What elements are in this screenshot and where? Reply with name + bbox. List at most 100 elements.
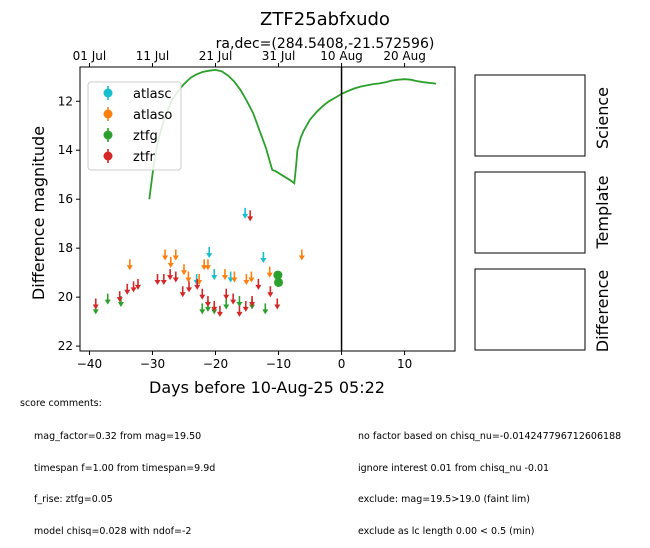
- ztfr-upper-limit: [124, 289, 131, 295]
- ztfg-upper-limit: [199, 309, 206, 315]
- difference-thumbnail: [474, 268, 586, 351]
- ztfr-upper-limit: [236, 311, 243, 317]
- atlasc-upper-limit: [260, 257, 267, 263]
- figure-subtitle: ra,dec=(284.5408,-21.572596): [216, 36, 435, 52]
- ztfr-upper-limit: [249, 302, 256, 308]
- x-tick-label: −40: [77, 357, 102, 371]
- top-tick-label: 10 Aug: [320, 49, 363, 63]
- x-tick-label: 10: [397, 357, 412, 371]
- science-thumbnail: [474, 74, 586, 157]
- x-tick-label: −10: [266, 357, 291, 371]
- atlaso-upper-limit: [204, 265, 211, 271]
- ztfg-upper-limit: [92, 309, 99, 315]
- atlaso-upper-limit: [266, 272, 273, 278]
- x-axis-ticks: −40 −30 −20 −10 0 10: [77, 351, 412, 371]
- legend-label: atlaso: [133, 108, 172, 123]
- comment-line: mag_factor=0.32 from mag=19.50: [34, 431, 202, 442]
- atlaso-upper-limit: [167, 262, 174, 268]
- template-thumbnail: [474, 171, 586, 254]
- atlaso-upper-limit: [298, 255, 305, 261]
- x-axis-label: Days before 10-Aug-25 05:22: [149, 378, 385, 397]
- atlasc-upper-limit: [211, 275, 218, 281]
- y-axis-label: Difference magnitude: [29, 126, 48, 300]
- template-label: Template: [593, 175, 612, 249]
- top-tick-label: 01 Jul: [73, 49, 107, 63]
- x-tick-label: −30: [140, 357, 165, 371]
- ztfg-detection: [274, 277, 284, 287]
- ztfr-upper-limit: [274, 304, 281, 310]
- science-label: Science: [593, 87, 612, 149]
- atlasc-upper-limit: [242, 213, 249, 219]
- comment-line: f_rise: ztfg=0.05: [34, 494, 113, 505]
- legend-box: [87, 81, 182, 171]
- ztfr-upper-limit: [186, 287, 193, 293]
- ztfr-upper-limit: [223, 294, 230, 300]
- atlaso-upper-limit: [162, 255, 169, 261]
- ztfr-upper-limit: [230, 299, 237, 305]
- atlaso-upper-limit: [221, 275, 228, 281]
- ztfr-upper-limit: [194, 284, 201, 290]
- legend-marker: [103, 130, 113, 140]
- ztfg-upper-limit: [204, 306, 211, 312]
- ztfr-upper-limit: [130, 287, 137, 293]
- atlaso-upper-limit: [185, 277, 192, 283]
- top-tick-label: 11 Jul: [136, 49, 170, 63]
- top-tick-label: 31 Jul: [262, 49, 296, 63]
- atlasc-upper-limit: [227, 277, 234, 283]
- lightcurve-figure: ZTF25abfxudo ra,dec=(284.5408,-21.572596…: [29, 9, 612, 397]
- atlaso-upper-limit: [180, 270, 187, 276]
- comment-line: ignore interest 0.01 from chisq_nu -0.01: [358, 462, 550, 474]
- legend-label: ztfr: [133, 150, 155, 165]
- top-tick-label: 20 Aug: [383, 49, 426, 63]
- atlaso-upper-limit: [248, 277, 255, 283]
- ztfg-upper-limit: [262, 309, 269, 315]
- figure-title: ZTF25abfxudo: [260, 9, 390, 30]
- ztfg-upper-limit: [236, 302, 243, 308]
- ztfr-upper-limit: [116, 297, 123, 303]
- legend-marker: [103, 88, 113, 98]
- ztfr-upper-limit: [204, 302, 211, 308]
- chart-marks: [92, 67, 437, 351]
- ztfr-upper-limit: [134, 284, 141, 290]
- ztfr-upper-limit: [242, 306, 249, 312]
- y-tick-label: 20: [58, 290, 73, 304]
- ztfr-upper-limit: [167, 275, 174, 281]
- ztfg-upper-limit: [117, 302, 124, 308]
- legend-label: ztfg: [133, 129, 158, 144]
- ztfg-upper-limit: [104, 299, 111, 305]
- comment-line: exclude: mag=19.5>19.0 (faint lim): [358, 494, 530, 505]
- ztfg-upper-limit: [223, 304, 230, 310]
- ztfr-upper-limit: [267, 292, 274, 298]
- ztfr-upper-limit: [216, 311, 223, 317]
- y-tick-label: 16: [58, 192, 73, 206]
- legend-label: atlasc: [133, 87, 172, 102]
- plot-frame: [79, 66, 456, 352]
- x-tick-label: −20: [203, 357, 228, 371]
- model-curve: [148, 68, 437, 200]
- ztfr-upper-limit: [172, 277, 179, 283]
- y-tick-label: 22: [58, 339, 73, 353]
- legend: atlasc atlaso ztfg ztfr: [87, 81, 182, 171]
- ztfr-upper-limit: [199, 294, 206, 300]
- y-tick-label: 14: [58, 143, 73, 157]
- legend-marker: [103, 109, 113, 119]
- y-axis-ticks: 12 14 16 18 20 22: [58, 94, 80, 353]
- x-tick-label: 0: [338, 357, 346, 371]
- ztfr-upper-limit: [247, 216, 254, 222]
- ztfr-upper-limit: [179, 292, 186, 298]
- plot-area: −40 −30 −20 −10 0 10 12 14 16 18 20 22 01 Jul 11 Ju…: [58, 49, 456, 371]
- legend-marker: [103, 151, 113, 161]
- top-tick-label: 21 Jul: [199, 49, 233, 63]
- comment-line: timespan f=1.00 from timespan=9.9d: [34, 462, 216, 474]
- top-date-axis-ticks: 01 Jul 11 Jul 21 Jul 31 Jul 10 Aug 20 Aug: [73, 49, 426, 67]
- ztfr-upper-limit: [211, 306, 218, 312]
- ztfr-upper-limit: [92, 304, 99, 310]
- atlaso-upper-limit: [243, 280, 250, 285]
- y-tick-label: 12: [58, 94, 73, 108]
- ztfg-detection: [273, 270, 283, 280]
- atlaso-upper-limit: [231, 277, 238, 283]
- atlasc-upper-limit: [206, 253, 213, 259]
- score-comments-left: mag_factor=0.32 from mag=19.50 timespan …: [34, 411, 215, 548]
- atlaso-upper-limit: [201, 265, 208, 271]
- ztfr-upper-limit: [154, 280, 161, 285]
